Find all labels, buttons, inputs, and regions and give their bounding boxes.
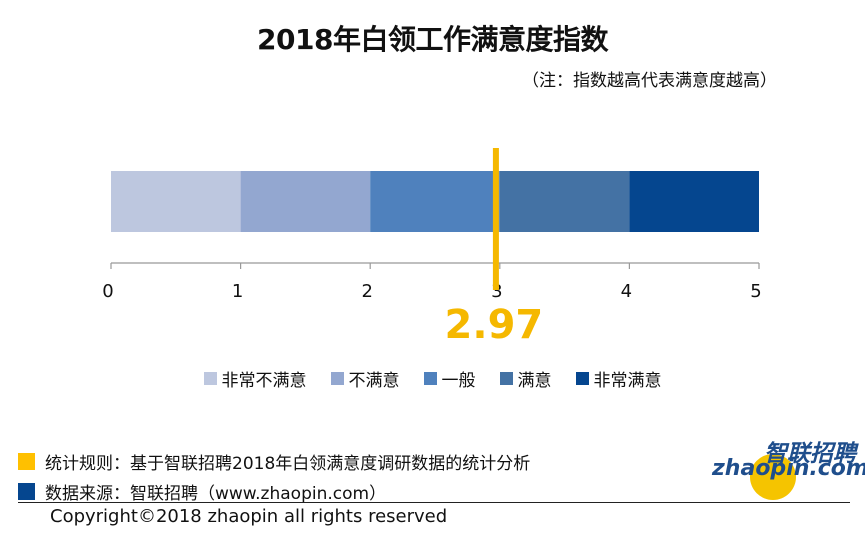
bar-segment-4 <box>629 171 759 232</box>
legend-label-1: 不满意 <box>348 371 400 391</box>
legend-item-0: 非常不满意 <box>203 366 307 391</box>
marker-value-label: 2.97 <box>445 302 544 348</box>
bar-segment-0 <box>111 171 241 232</box>
legend-swatch-1 <box>330 372 344 385</box>
legend-label-3: 满意 <box>517 371 552 391</box>
x-tick-label-4: 4 <box>621 281 632 302</box>
legend-label-4: 非常满意 <box>593 371 662 391</box>
legend-item-4: 非常满意 <box>575 366 662 391</box>
legend-swatch-0 <box>203 372 217 385</box>
zhaopin-logo: 智联招聘 zhaopin.com <box>708 436 865 500</box>
x-tick-label-3: 3 <box>491 281 502 302</box>
note-rule-text: 统计规则：基于智联招聘2018年白领满意度调研数据的统计分析 <box>45 453 531 474</box>
legend-swatch-2 <box>423 372 437 385</box>
note-rule: 统计规则：基于智联招聘2018年白领满意度调研数据的统计分析 <box>18 446 530 476</box>
logo-cn-text: 智联招聘 <box>764 441 856 467</box>
note-source: 数据来源：智联招聘（www.zhaopin.com） <box>18 476 530 506</box>
chart-legend: 非常不满意 不满意 一般 满意 非常满意 <box>0 366 865 391</box>
x-tick-label-1: 1 <box>232 281 243 302</box>
satisfaction-index-chart: 0 1 2 3 4 5 2.97 <box>102 148 762 348</box>
legend-label-0: 非常不满意 <box>221 371 307 391</box>
legend-item-2: 一般 <box>423 366 476 391</box>
legend-swatch-3 <box>499 372 513 385</box>
note-source-text: 数据来源：智联招聘（www.zhaopin.com） <box>45 483 387 504</box>
notes: 统计规则：基于智联招聘2018年白领满意度调研数据的统计分析 数据来源：智联招聘… <box>18 446 530 506</box>
logo-circle <box>750 454 796 500</box>
chart-subtitle: （注：指数越高代表满意度越高） <box>522 71 777 91</box>
logo-en-text: zhaopin.com <box>712 456 865 481</box>
bar-segment-2 <box>370 171 500 232</box>
note-rule-swatch <box>18 452 35 470</box>
x-tick-label-2: 2 <box>361 281 372 302</box>
footer-divider <box>18 502 850 503</box>
copyright: Copyright©2018 zhaopin all rights reserv… <box>50 506 448 527</box>
chart-title: 2018年白领工作满意度指数 <box>257 23 608 56</box>
legend-item-3: 满意 <box>499 366 552 391</box>
x-tick-label-0: 0 <box>102 281 113 302</box>
note-source-swatch <box>18 482 35 500</box>
legend-label-2: 一般 <box>441 371 476 391</box>
legend-item-1: 不满意 <box>330 366 400 391</box>
legend-swatch-4 <box>575 372 589 385</box>
x-tick-label-5: 5 <box>750 281 761 302</box>
bar-segment-1 <box>240 171 371 232</box>
bar-segment-3 <box>499 171 630 232</box>
